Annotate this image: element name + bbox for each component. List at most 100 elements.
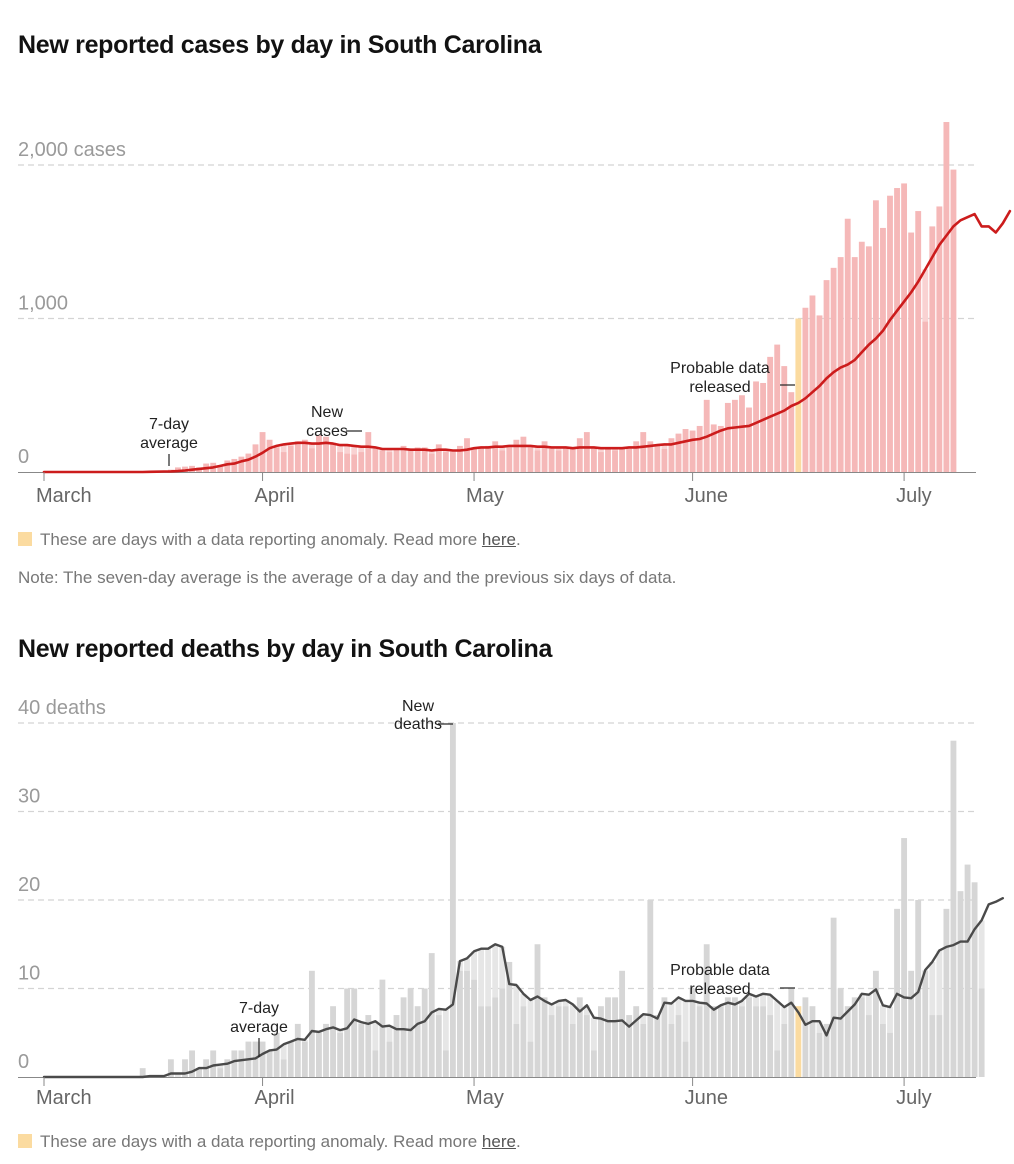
daily-bar xyxy=(837,988,844,1077)
daily-bar xyxy=(485,1006,492,1077)
daily-bar xyxy=(788,392,795,472)
daily-bar xyxy=(175,467,181,472)
daily-bar xyxy=(471,979,477,1077)
daily-bar xyxy=(478,447,485,472)
daily-bar xyxy=(231,1050,238,1077)
daily-bar xyxy=(442,1050,449,1077)
daily-bar xyxy=(605,448,611,472)
daily-bar xyxy=(633,441,640,472)
x-tick-label: May xyxy=(466,1087,504,1109)
daily-bar xyxy=(569,448,576,472)
y-tick-label: 1,000 xyxy=(18,293,68,315)
daily-bar xyxy=(746,407,752,472)
daily-bar xyxy=(823,280,830,472)
bar-gap-fill xyxy=(337,445,344,453)
daily-bar xyxy=(696,425,703,472)
bar-gap-fill xyxy=(527,1000,534,1042)
daily-bar xyxy=(865,246,872,472)
bar-gap-fill xyxy=(739,1000,745,1007)
daily-bar xyxy=(816,1032,823,1077)
daily-bar xyxy=(598,1006,604,1077)
daily-bar xyxy=(252,444,259,472)
daily-bar xyxy=(167,1059,174,1077)
bar-gap-fill xyxy=(562,1000,569,1007)
annotation-label: 7-day xyxy=(149,416,189,433)
annotation-label: Probable data xyxy=(670,360,770,377)
bar-gap-fill xyxy=(351,445,358,455)
daily-bar xyxy=(781,1023,788,1077)
daily-bar xyxy=(365,432,372,472)
daily-bar xyxy=(802,307,809,472)
daily-bar xyxy=(379,450,386,472)
daily-bar xyxy=(809,1006,816,1077)
bar-gap-fill xyxy=(668,1003,675,1024)
daily-bar xyxy=(301,439,308,472)
daily-bar xyxy=(767,1015,774,1077)
x-tick-label: July xyxy=(896,1087,932,1109)
daily-bar xyxy=(245,453,252,472)
x-tick-label: May xyxy=(466,485,504,507)
daily-bar xyxy=(351,454,358,472)
daily-bar xyxy=(872,200,879,472)
daily-bar xyxy=(421,988,428,1077)
y-tick-label: 40 deaths xyxy=(18,697,106,719)
daily-bar xyxy=(478,1006,485,1077)
daily-bar xyxy=(224,1059,231,1077)
daily-bar xyxy=(555,450,562,472)
daily-bar xyxy=(301,1041,308,1077)
daily-bar xyxy=(654,1015,661,1077)
bar-gap-fill xyxy=(880,1005,886,1024)
daily-bar xyxy=(830,917,837,1077)
daily-bar xyxy=(675,433,682,472)
daily-bar xyxy=(435,1015,442,1077)
daily-bar xyxy=(407,988,414,1077)
bar-gap-fill xyxy=(865,994,872,1016)
daily-bar xyxy=(485,445,492,472)
daily-bar xyxy=(816,315,823,472)
daily-bar xyxy=(880,227,886,472)
daily-bar xyxy=(555,1006,562,1077)
daily-bar xyxy=(196,1068,203,1077)
bar-gap-fill xyxy=(217,1064,224,1069)
annotation-label: cases xyxy=(306,423,348,440)
daily-bar xyxy=(717,425,724,472)
daily-bar xyxy=(661,997,668,1077)
daily-bar xyxy=(583,432,590,472)
daily-bar xyxy=(541,441,548,472)
y-tick-label: 10 xyxy=(18,963,40,985)
daily-bar xyxy=(344,453,351,472)
daily-bar xyxy=(569,1023,576,1077)
daily-bar xyxy=(499,450,506,472)
daily-bar xyxy=(266,439,273,472)
daily-bar xyxy=(351,988,358,1077)
daily-bar xyxy=(626,1015,633,1077)
bar-gap-fill xyxy=(520,993,527,1007)
y-tick-label: 30 xyxy=(18,786,40,808)
deaths-legend-end: . xyxy=(515,1132,521,1151)
deaths-read-more-link[interactable]: here xyxy=(481,1132,516,1151)
anomaly-bar xyxy=(795,1006,802,1077)
bar-gap-fill xyxy=(435,1008,442,1016)
daily-bar xyxy=(872,970,879,1077)
daily-bar xyxy=(442,452,449,472)
x-tick-label: July xyxy=(896,485,932,507)
daily-bar xyxy=(435,444,442,472)
daily-bar xyxy=(957,891,964,1077)
cases-read-more-link[interactable]: here xyxy=(481,530,516,549)
daily-bar xyxy=(717,1006,724,1077)
daily-bar xyxy=(887,1032,893,1077)
daily-bar xyxy=(858,241,865,472)
daily-bar xyxy=(428,453,435,472)
daily-bar xyxy=(238,456,245,472)
bar-gap-fill xyxy=(308,443,315,449)
bar-gap-fill xyxy=(513,984,520,1024)
bar-gap-fill xyxy=(978,920,985,989)
daily-bar xyxy=(492,997,499,1077)
daily-bar xyxy=(513,439,520,472)
daily-bar xyxy=(739,395,745,472)
daily-bar xyxy=(393,1015,400,1077)
daily-bar xyxy=(936,1015,943,1077)
daily-bar xyxy=(823,1023,830,1077)
daily-bar xyxy=(224,460,231,472)
daily-bar xyxy=(647,441,654,472)
